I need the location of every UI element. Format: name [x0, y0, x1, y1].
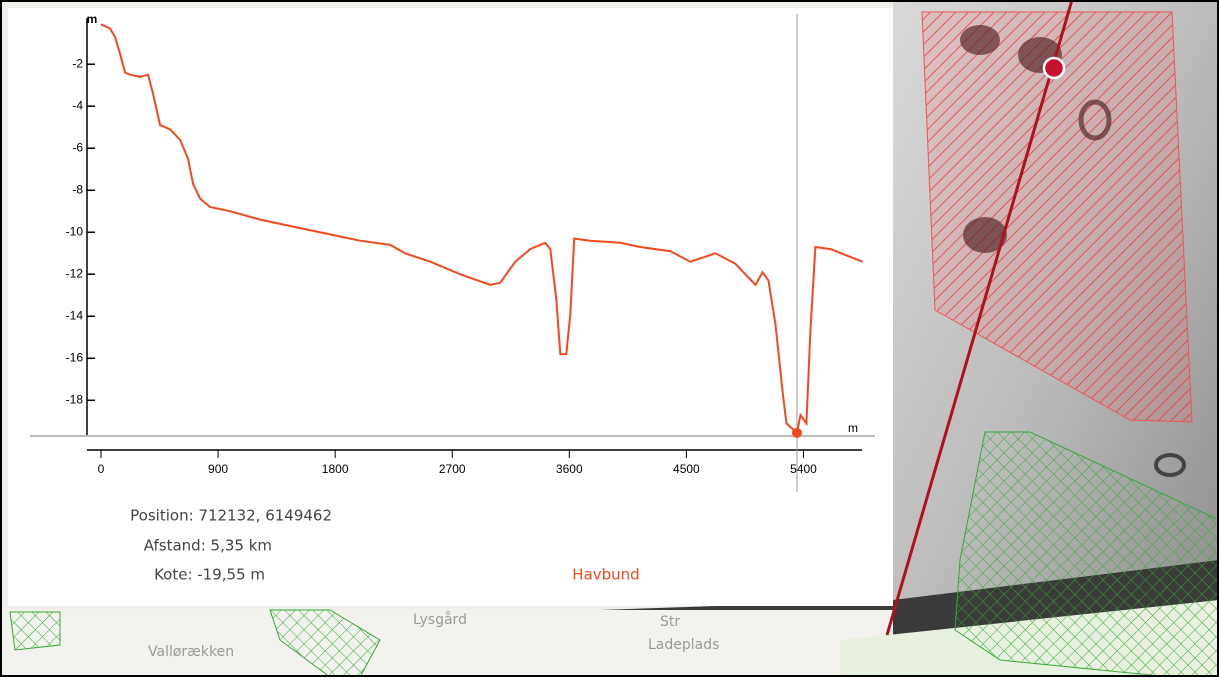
x-tick-label: 0 — [98, 462, 105, 476]
screen: Vallørækken Lysgård Str Ladeplads m m Po… — [0, 0, 1219, 677]
map-label: Str — [660, 614, 680, 630]
profile-panel: m m Position: 712132, 6149462 Afstand: 5… — [8, 8, 893, 606]
x-tick-label: 900 — [208, 462, 228, 476]
info-position: Position: 712132, 6149462 — [130, 507, 332, 525]
position-marker — [1044, 58, 1064, 78]
y-tick-label: -16 — [66, 350, 84, 364]
x-tick-label: 5400 — [790, 462, 817, 476]
info-elevation: Kote: -19,55 m — [154, 566, 265, 584]
y-tick-label: -12 — [66, 266, 84, 280]
y-tick-label: -6 — [72, 140, 83, 154]
y-tick-label: -14 — [66, 308, 84, 322]
green-zone[interactable] — [10, 612, 60, 650]
y-tick-label: -2 — [72, 56, 83, 70]
terrain-feature — [960, 25, 1000, 55]
y-axis-unit: m — [87, 12, 98, 26]
legend-entry: Havbund — [572, 566, 639, 584]
map-label: Lysgård — [413, 611, 467, 628]
y-tick-label: -18 — [66, 392, 84, 406]
map-label: Ladeplads — [648, 637, 719, 653]
x-tick-label: 3600 — [556, 462, 583, 476]
x-tick-label: 2700 — [439, 462, 466, 476]
x-axis-unit: m — [848, 421, 858, 435]
cursor-dot — [792, 428, 802, 438]
y-tick-label: -10 — [66, 224, 84, 238]
x-tick-label: 1800 — [322, 462, 349, 476]
y-tick-label: -8 — [72, 182, 83, 196]
info-distance: Afstand: 5,35 km — [144, 537, 272, 555]
x-tick-label: 4500 — [673, 462, 700, 476]
y-tick-label: -4 — [72, 98, 83, 112]
map-label: Vallørækken — [148, 644, 234, 660]
